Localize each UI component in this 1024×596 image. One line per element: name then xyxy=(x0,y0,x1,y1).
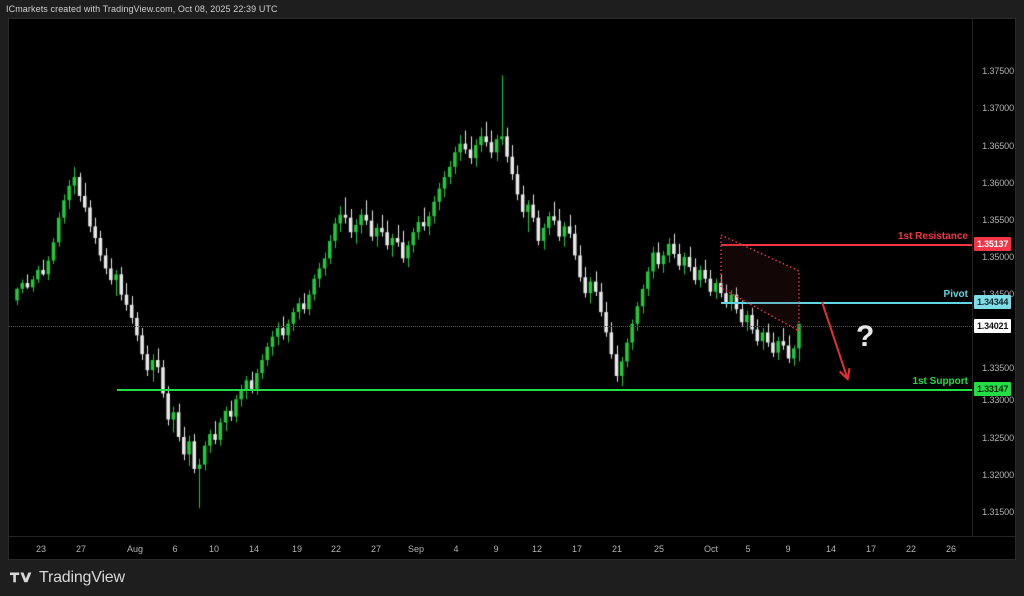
brand-name: TradingView xyxy=(39,569,125,586)
header-bar: ICmarkets created with TradingView.com, … xyxy=(0,0,1024,18)
time-tick-label: Aug xyxy=(126,544,144,554)
time-tick-label: 22 xyxy=(905,544,917,554)
time-tick-label: 9 xyxy=(785,544,791,554)
candlestick-series xyxy=(9,19,972,536)
last-price-badge[interactable]: 1.34021 xyxy=(974,319,1012,333)
time-tick-label: 5 xyxy=(745,544,751,554)
support-price-badge[interactable]: 1.33147 xyxy=(974,382,1012,396)
time-tick-label: Sep xyxy=(407,544,425,554)
price-tick-label: 1.35000 xyxy=(982,252,1014,262)
footer-bar: TradingView xyxy=(0,560,1024,596)
time-tick-label: 19 xyxy=(291,544,303,554)
price-tick-label: 1.35500 xyxy=(982,215,1014,225)
time-tick-label: 14 xyxy=(825,544,837,554)
price-tick-label: 1.32500 xyxy=(982,433,1014,443)
price-tick-label: 1.34500 xyxy=(982,289,1014,299)
time-tick-label: 14 xyxy=(248,544,260,554)
time-tick-label: 6 xyxy=(172,544,178,554)
chart-overlays: 1st Resistance Pivot 1st Support xyxy=(9,19,972,536)
time-tick-label: 9 xyxy=(493,544,499,554)
pivot-label: Pivot xyxy=(943,289,968,300)
time-tick-label: 23 xyxy=(35,544,47,554)
price-tick-label: 1.31500 xyxy=(982,507,1014,517)
pivot-line[interactable] xyxy=(721,302,972,304)
down-arrow-annotation xyxy=(821,301,847,377)
price-tick-label: 1.37000 xyxy=(982,103,1014,113)
price-tick-label: 1.36000 xyxy=(982,178,1014,188)
price-tick-label: 1.33500 xyxy=(982,363,1014,373)
time-tick-label: 27 xyxy=(75,544,87,554)
time-tick-label: 12 xyxy=(531,544,543,554)
price-tick-label: 1.33000 xyxy=(982,395,1014,405)
time-tick-label: 17 xyxy=(571,544,583,554)
last-price-line xyxy=(9,326,972,327)
time-tick-label: 22 xyxy=(330,544,342,554)
time-tick-label: 10 xyxy=(208,544,220,554)
price-axis[interactable]: 1.37500 1.37000 1.36500 1.36000 1.35500 1.350… xyxy=(972,19,1015,548)
time-tick-label: 21 xyxy=(611,544,623,554)
price-tick-label: 1.37500 xyxy=(982,66,1014,76)
chart-attribution-text: ICmarkets created with TradingView.com, … xyxy=(6,4,278,14)
support-line[interactable] xyxy=(117,389,972,391)
price-tick-label: 1.36500 xyxy=(982,141,1014,151)
time-tick-label: 17 xyxy=(865,544,877,554)
resistance-label: 1st Resistance xyxy=(897,231,968,242)
time-tick-label: 27 xyxy=(370,544,382,554)
descending-channel-pattern[interactable] xyxy=(9,19,972,536)
time-tick-label: 25 xyxy=(653,544,665,554)
time-tick-label: Oct xyxy=(703,544,719,554)
resistance-line[interactable] xyxy=(721,244,972,246)
tradingview-branding[interactable]: TradingView xyxy=(0,569,125,587)
chart-plot-area[interactable]: 1st Resistance Pivot 1st Support ? xyxy=(9,19,972,536)
time-tick-label: 26 xyxy=(945,544,957,554)
time-tick-label: 4 xyxy=(453,544,459,554)
tradingview-logo-icon xyxy=(10,572,32,583)
price-tick-label: 1.32000 xyxy=(982,470,1014,480)
resistance-price-badge[interactable]: 1.35137 xyxy=(974,237,1012,251)
time-axis[interactable]: 23 27 Aug 6 10 14 19 22 27 Sep 4 9 12 17 21 25 Oct 5 9 14 17… xyxy=(9,536,1015,559)
support-label: 1st Support xyxy=(912,376,968,387)
pivot-price-badge[interactable]: 1.34344 xyxy=(974,295,1012,309)
question-mark-annotation: ? xyxy=(856,320,875,353)
chart-frame[interactable]: 1st Resistance Pivot 1st Support ? 1.37500… xyxy=(8,18,1016,560)
